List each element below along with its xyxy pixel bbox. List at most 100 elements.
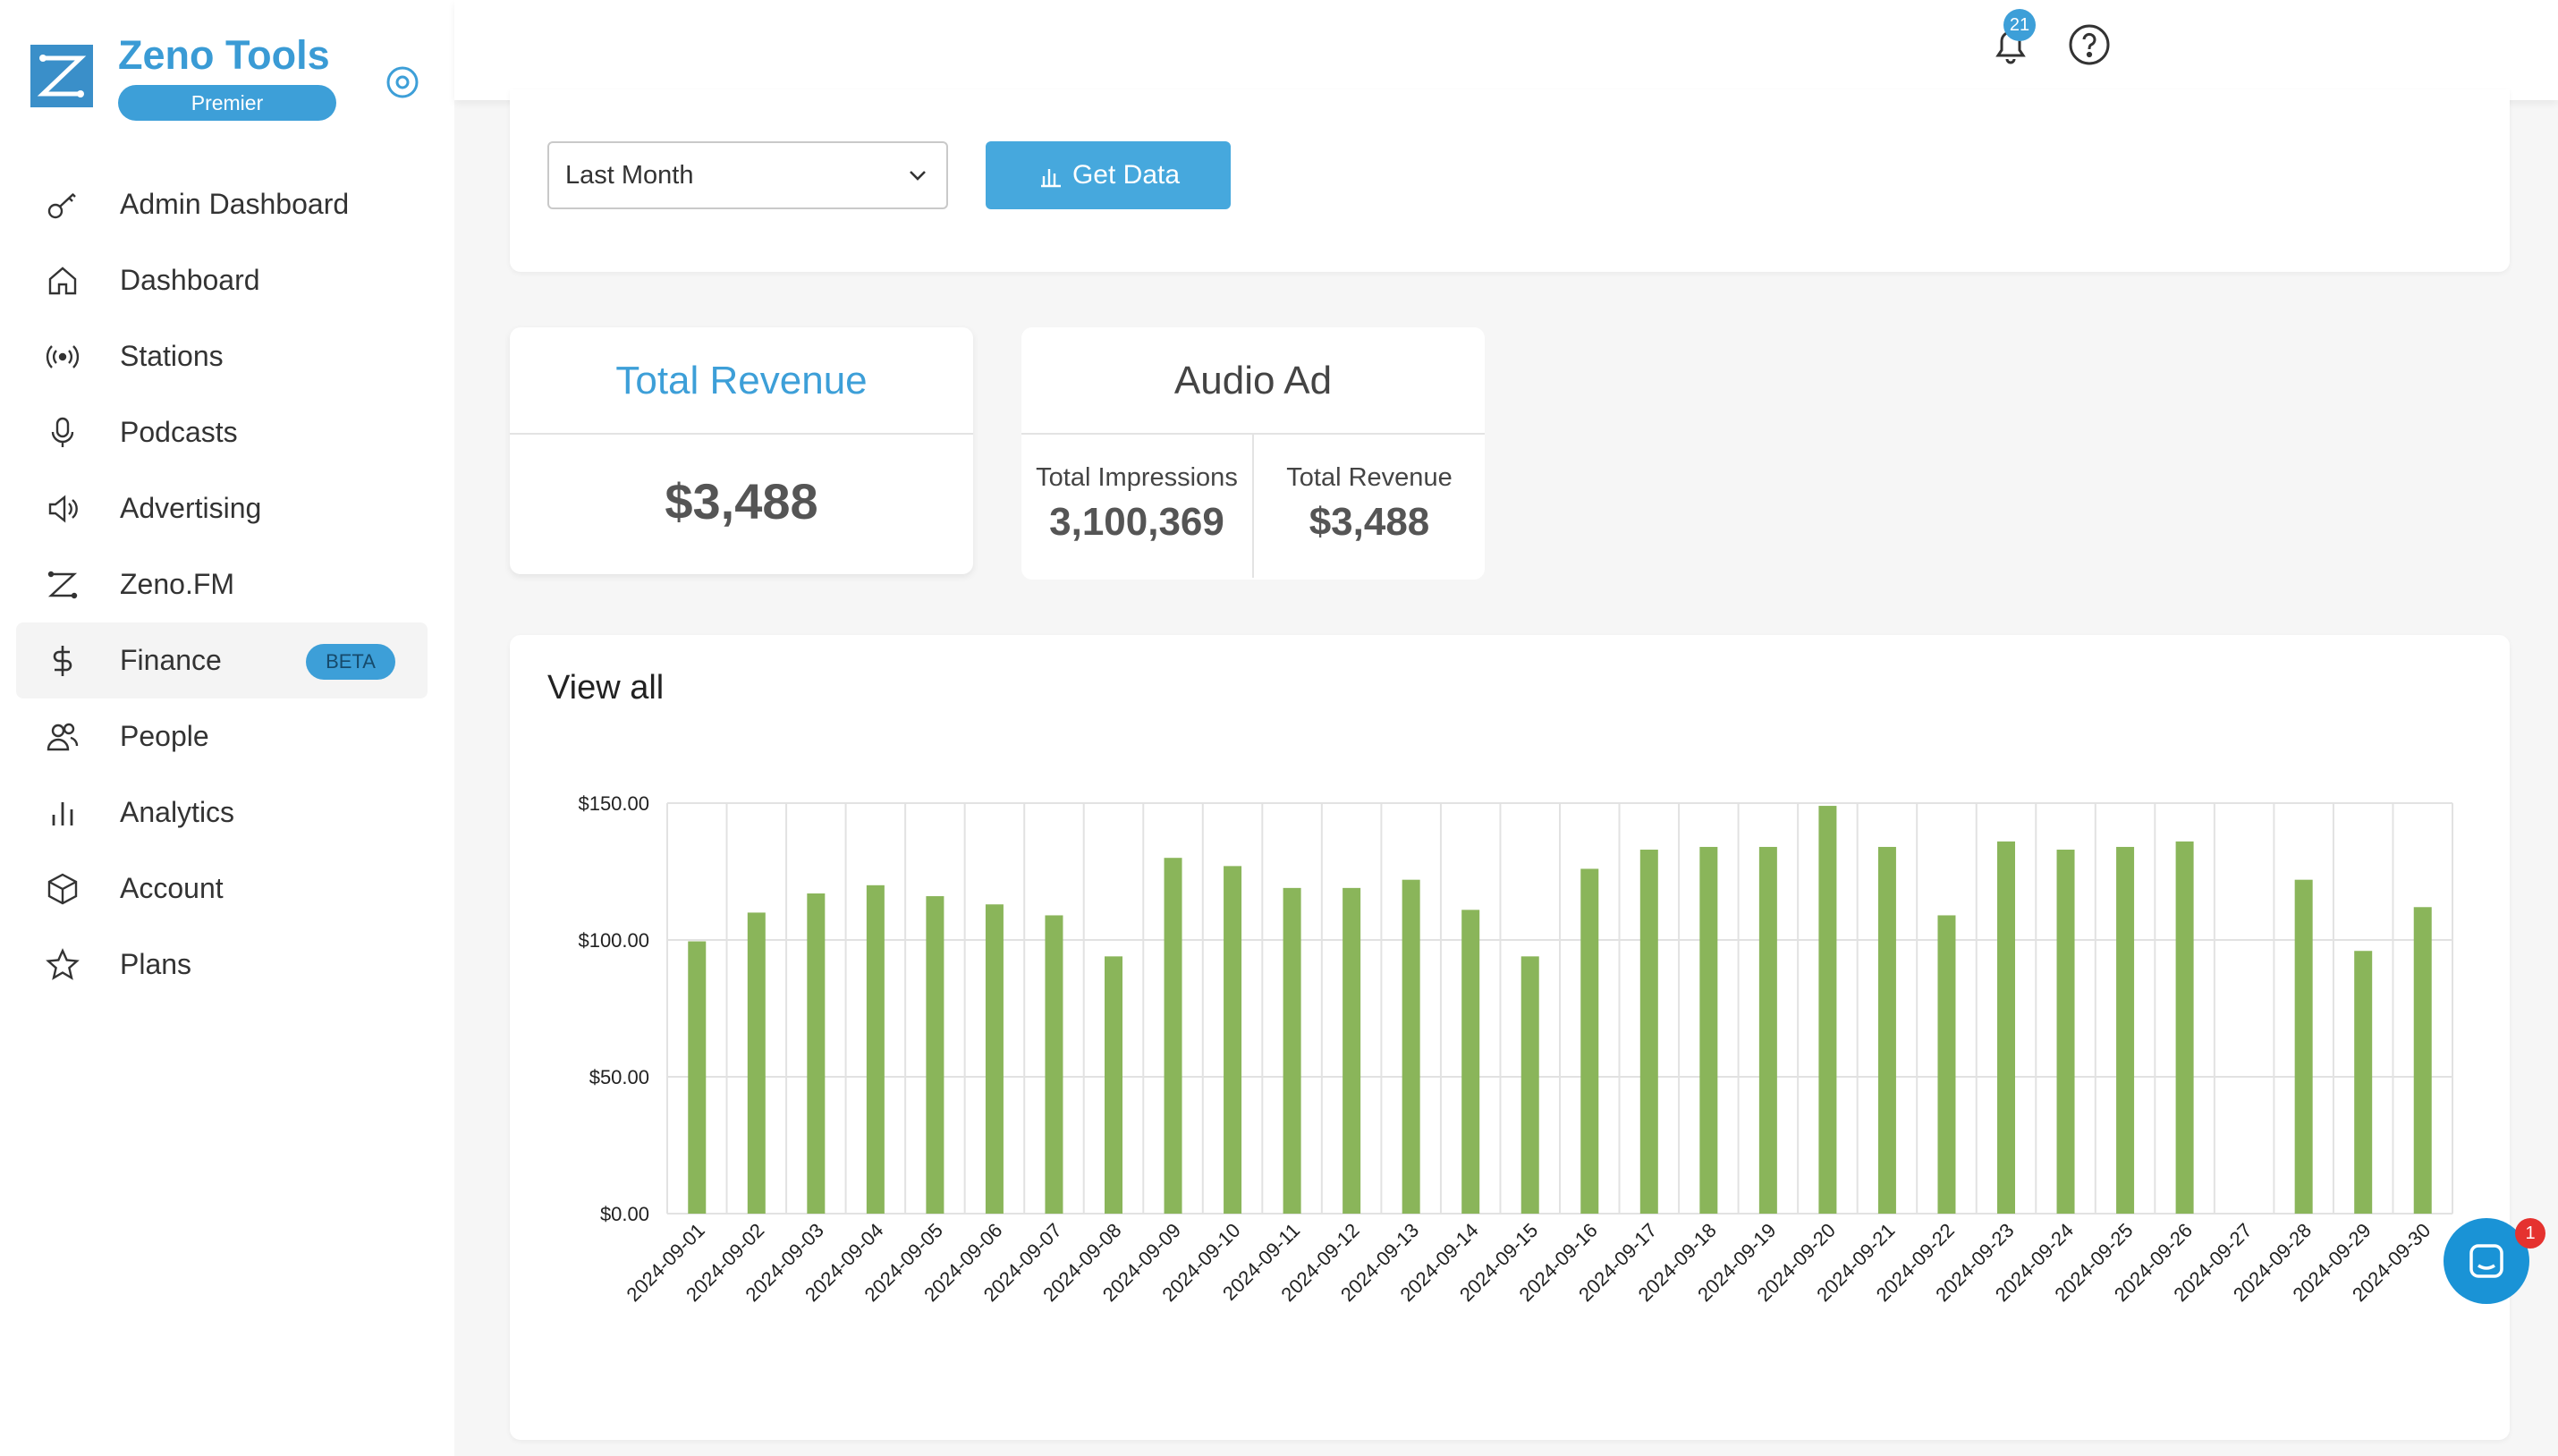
chat-unread-badge: 1 bbox=[2515, 1218, 2545, 1249]
sidebar-item-dashboard[interactable]: Dashboard bbox=[16, 242, 428, 318]
sidebar-item-podcasts[interactable]: Podcasts bbox=[16, 394, 428, 470]
bar bbox=[1461, 910, 1480, 1214]
audio-ad-title: Audio Ad bbox=[1021, 327, 1485, 435]
sidebar-nav: Admin Dashboard Dashboard Stations Podca… bbox=[16, 166, 428, 1003]
bar bbox=[1283, 887, 1301, 1214]
beta-badge: BETA bbox=[306, 644, 395, 680]
bar bbox=[1402, 879, 1420, 1214]
sidebar-item-account[interactable]: Account bbox=[16, 851, 428, 927]
total-revenue-title: Total Revenue bbox=[510, 327, 973, 435]
total-revenue-card: Total Revenue $3,488 bbox=[510, 327, 973, 574]
microphone-icon bbox=[43, 413, 82, 453]
speaker-icon bbox=[43, 489, 82, 529]
star-icon bbox=[43, 945, 82, 985]
sidebar-item-advertising[interactable]: Advertising bbox=[16, 470, 428, 546]
bar bbox=[1045, 915, 1063, 1214]
audio-revenue-label: Total Revenue bbox=[1286, 463, 1453, 492]
chart-section-title: View all bbox=[547, 669, 665, 707]
audio-ad-stats: Total Impressions 3,100,369 Total Revenu… bbox=[1021, 435, 1485, 578]
bar bbox=[688, 941, 707, 1214]
key-icon bbox=[43, 185, 82, 224]
sidebar-item-admin-dashboard[interactable]: Admin Dashboard bbox=[16, 166, 428, 242]
date-range-value: Last Month bbox=[565, 161, 694, 190]
bar bbox=[1818, 806, 1837, 1214]
bar bbox=[2354, 951, 2373, 1214]
plan-badge: Premier bbox=[118, 85, 336, 121]
bar bbox=[1937, 915, 1956, 1214]
bar bbox=[1758, 846, 1777, 1214]
sidebar-item-people[interactable]: People bbox=[16, 698, 428, 775]
audio-revenue-stat: Total Revenue $3,488 bbox=[1252, 435, 1485, 578]
sidebar-item-label: Plans bbox=[120, 948, 192, 980]
chart-icon bbox=[1040, 169, 1061, 188]
zeno-logo-icon[interactable] bbox=[30, 45, 93, 107]
bar bbox=[2413, 907, 2432, 1214]
bar-chart-icon bbox=[43, 793, 82, 833]
y-tick-label: $150.00 bbox=[578, 792, 649, 815]
sidebar-item-label: Podcasts bbox=[120, 416, 238, 448]
bar bbox=[1639, 850, 1658, 1214]
bar bbox=[1520, 956, 1539, 1214]
y-tick-label: $0.00 bbox=[600, 1203, 649, 1225]
sidebar-item-label: Advertising bbox=[120, 492, 262, 524]
box-icon bbox=[43, 869, 82, 909]
people-icon bbox=[43, 717, 82, 757]
broadcast-icon bbox=[43, 337, 82, 377]
help-icon[interactable] bbox=[2064, 20, 2114, 70]
sidebar-item-label: People bbox=[120, 720, 209, 752]
sidebar-item-zeno-fm[interactable]: Zeno.FM bbox=[16, 546, 428, 622]
impressions-label: Total Impressions bbox=[1036, 463, 1238, 492]
date-range-select[interactable]: Last Month bbox=[547, 141, 948, 209]
home-icon bbox=[43, 261, 82, 301]
bar bbox=[1164, 858, 1182, 1214]
audio-revenue-value: $3,488 bbox=[1309, 500, 1430, 544]
chart-card: $0.00 $50.00 $100.00 $150.00 2024-09-01 2024-… bbox=[510, 635, 2510, 1440]
sidebar-item-label: Finance bbox=[120, 644, 222, 676]
sidebar-item-analytics[interactable]: Analytics bbox=[16, 775, 428, 851]
filter-card: Last Month Get Data bbox=[510, 89, 2510, 272]
target-icon[interactable] bbox=[385, 64, 420, 100]
sidebar-item-label: Stations bbox=[120, 340, 224, 372]
top-bar: 21 bbox=[454, 0, 2558, 100]
sidebar-item-label: Dashboard bbox=[120, 264, 260, 296]
sidebar-item-label: Analytics bbox=[120, 796, 235, 828]
bar bbox=[926, 896, 944, 1214]
sidebar-item-stations[interactable]: Stations bbox=[16, 318, 428, 394]
zeno-icon bbox=[43, 565, 82, 605]
bar bbox=[985, 904, 1004, 1214]
audio-ad-card: Audio Ad Total Impressions 3,100,369 Tot… bbox=[1021, 327, 1485, 580]
bar bbox=[1343, 887, 1361, 1214]
brand: Zeno Tools Premier bbox=[30, 32, 451, 125]
get-data-label: Get Data bbox=[1071, 160, 1181, 190]
y-tick-label: $100.00 bbox=[578, 929, 649, 952]
impressions-stat: Total Impressions 3,100,369 bbox=[1021, 435, 1252, 578]
sidebar-item-plans[interactable]: Plans bbox=[16, 927, 428, 1003]
notification-count-badge: 21 bbox=[2003, 9, 2036, 41]
chat-icon bbox=[2469, 1244, 2503, 1278]
sidebar: Zeno Tools Premier Admin Dashboard Dashb… bbox=[0, 0, 454, 1456]
bar bbox=[1877, 846, 1896, 1214]
chevron-down-icon bbox=[910, 171, 926, 181]
bar bbox=[2116, 846, 2135, 1214]
sidebar-item-finance[interactable]: Finance BETA bbox=[16, 622, 428, 698]
bar bbox=[2056, 850, 2075, 1214]
bar bbox=[1580, 868, 1599, 1214]
impressions-value: 3,100,369 bbox=[1049, 500, 1224, 544]
bar bbox=[1105, 956, 1122, 1214]
sidebar-item-label: Account bbox=[120, 872, 224, 904]
revenue-bar-chart: $0.00$50.00$100.00$150.002024-09-012024-… bbox=[578, 792, 2453, 1306]
dollar-icon bbox=[43, 641, 82, 681]
brand-name: Zeno Tools bbox=[118, 32, 330, 78]
sidebar-item-label: Admin Dashboard bbox=[120, 188, 350, 220]
bar bbox=[1997, 841, 2015, 1214]
y-tick-label: $50.00 bbox=[589, 1066, 649, 1088]
bar bbox=[1224, 866, 1242, 1214]
bar bbox=[2294, 879, 2313, 1214]
bar bbox=[2175, 841, 2194, 1214]
bar bbox=[1699, 846, 1718, 1214]
bar bbox=[866, 885, 885, 1214]
total-revenue-value: $3,488 bbox=[665, 473, 818, 529]
sidebar-item-label: Zeno.FM bbox=[120, 568, 235, 600]
get-data-button[interactable]: Get Data bbox=[986, 141, 1231, 209]
